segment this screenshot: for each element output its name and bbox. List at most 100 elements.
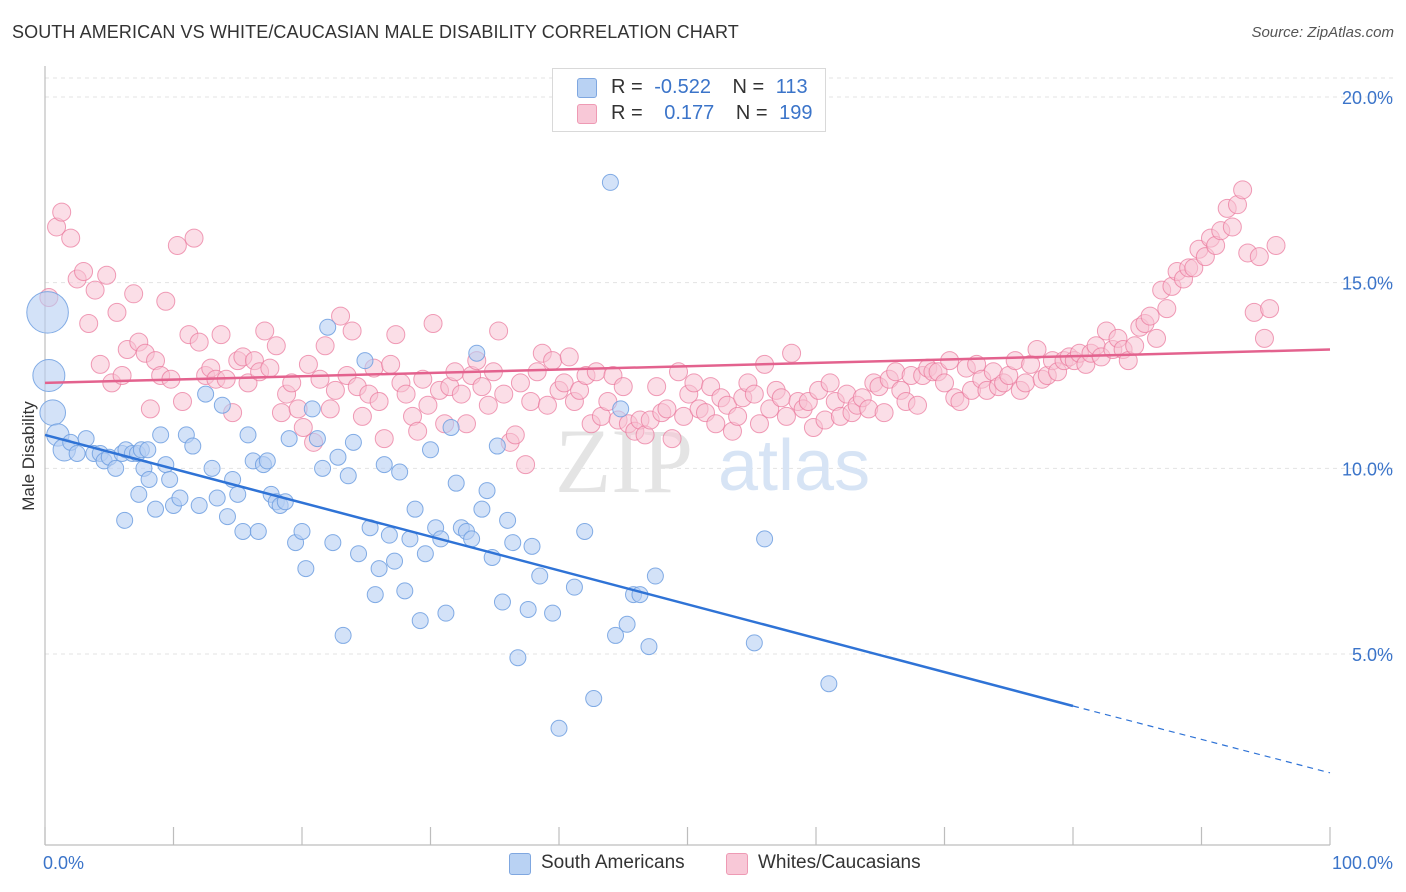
data-point-south: [422, 441, 439, 459]
trend-line-south-extension: [1072, 705, 1331, 774]
data-point-white: [1027, 340, 1047, 360]
data-point-white: [657, 399, 677, 419]
data-point-south: [26, 291, 69, 334]
data-point-south: [213, 396, 231, 414]
data-point-white: [706, 414, 726, 434]
data-point-white: [369, 391, 389, 411]
data-point-south: [437, 604, 455, 622]
data-point-white: [396, 384, 416, 404]
data-point-white: [613, 377, 633, 397]
data-point-south: [308, 430, 326, 448]
data-point-white: [1260, 299, 1280, 319]
data-point-south: [386, 552, 404, 570]
data-point-south: [601, 173, 619, 191]
data-point-white: [1147, 328, 1167, 348]
data-point-white: [1266, 236, 1286, 256]
trend-line-white: [44, 348, 1331, 385]
data-point-white: [908, 395, 928, 415]
data-point-south: [203, 459, 221, 477]
data-point-south: [258, 452, 276, 470]
data-point-white: [489, 321, 509, 341]
data-point-south: [493, 593, 511, 611]
data-point-white: [505, 425, 525, 445]
legend-text-white: R = 0.177 N = 199: [611, 102, 813, 124]
data-point-south: [640, 638, 658, 656]
data-point-white: [310, 369, 330, 389]
data-point-white: [510, 373, 530, 393]
data-point-south: [314, 459, 332, 477]
data-point-south: [531, 567, 549, 585]
data-point-south: [32, 359, 66, 392]
data-point-white: [521, 391, 541, 411]
data-point-white: [1015, 373, 1035, 393]
data-point-white: [325, 380, 345, 400]
data-point-white: [674, 406, 694, 426]
data-point-south: [190, 496, 208, 514]
data-point-south: [473, 500, 491, 518]
y-axis-label: Male Disability: [19, 401, 38, 511]
data-point-south: [152, 426, 170, 444]
data-point-south: [756, 530, 774, 548]
data-point-south: [147, 500, 165, 518]
data-point-south: [161, 470, 179, 488]
data-point-white: [451, 384, 471, 404]
data-point-south: [618, 615, 636, 633]
data-point-white: [423, 314, 443, 334]
data-point-south: [504, 534, 522, 552]
data-point-south: [184, 437, 202, 455]
data-point-white: [1184, 258, 1204, 278]
data-point-south: [39, 399, 67, 426]
data-point-south: [280, 430, 298, 448]
correlation-legend: R = -0.522 N = 113 R = 0.177 N = 199: [552, 68, 826, 132]
data-point-white: [97, 265, 117, 285]
data-point-white: [140, 399, 160, 419]
data-point-white: [211, 325, 231, 345]
data-point-white: [874, 403, 894, 423]
legend-n-white: 199: [779, 102, 813, 124]
data-point-south: [68, 444, 86, 462]
data-point-white: [331, 306, 351, 326]
bottom-legend-swatch-white: [726, 853, 748, 875]
data-point-white: [744, 384, 764, 404]
data-point-south: [303, 400, 321, 418]
data-point-south: [339, 467, 357, 485]
data-point-south: [468, 344, 486, 362]
data-point-white: [293, 417, 313, 437]
data-point-south: [334, 626, 352, 644]
data-point-white: [342, 321, 362, 341]
y-tick-label: 15.0%: [1342, 274, 1393, 294]
data-point-white: [472, 377, 492, 397]
data-point-south: [519, 600, 537, 618]
legend-text-south: R = -0.522 N = 113: [611, 76, 808, 98]
data-point-south: [293, 522, 311, 540]
bottom-legend-swatch-south: [509, 853, 531, 875]
data-point-south: [607, 626, 625, 644]
data-point-south: [197, 385, 215, 403]
data-point-white: [776, 406, 796, 426]
legend-swatch-south: [577, 78, 597, 98]
data-point-white: [271, 403, 291, 423]
chart-title: SOUTH AMERICAN VS WHITE/CAUCASIAN MALE D…: [12, 22, 739, 42]
data-point-white: [647, 377, 667, 397]
data-point-white: [282, 373, 302, 393]
data-point-white: [386, 325, 406, 345]
data-point-south: [406, 500, 424, 518]
data-point-white: [820, 373, 840, 393]
data-point-south: [499, 511, 517, 529]
data-point-south: [208, 489, 226, 507]
data-point-white: [1125, 336, 1145, 356]
legend-r-white: 0.177: [664, 102, 715, 124]
data-point-south: [350, 545, 368, 563]
data-point-white: [74, 262, 94, 282]
tick-labels: 5.0% 10.0% 15.0% 20.0% 0.0% 100.0%: [43, 88, 1393, 873]
data-point-south: [229, 485, 247, 503]
data-point-white: [586, 362, 606, 382]
data-point-south: [646, 567, 664, 585]
data-point-white: [315, 336, 335, 356]
data-point-south: [612, 400, 630, 418]
data-point-white: [90, 354, 110, 374]
data-point-south: [820, 675, 838, 693]
data-point-white: [1249, 247, 1269, 267]
data-point-south: [550, 719, 568, 737]
